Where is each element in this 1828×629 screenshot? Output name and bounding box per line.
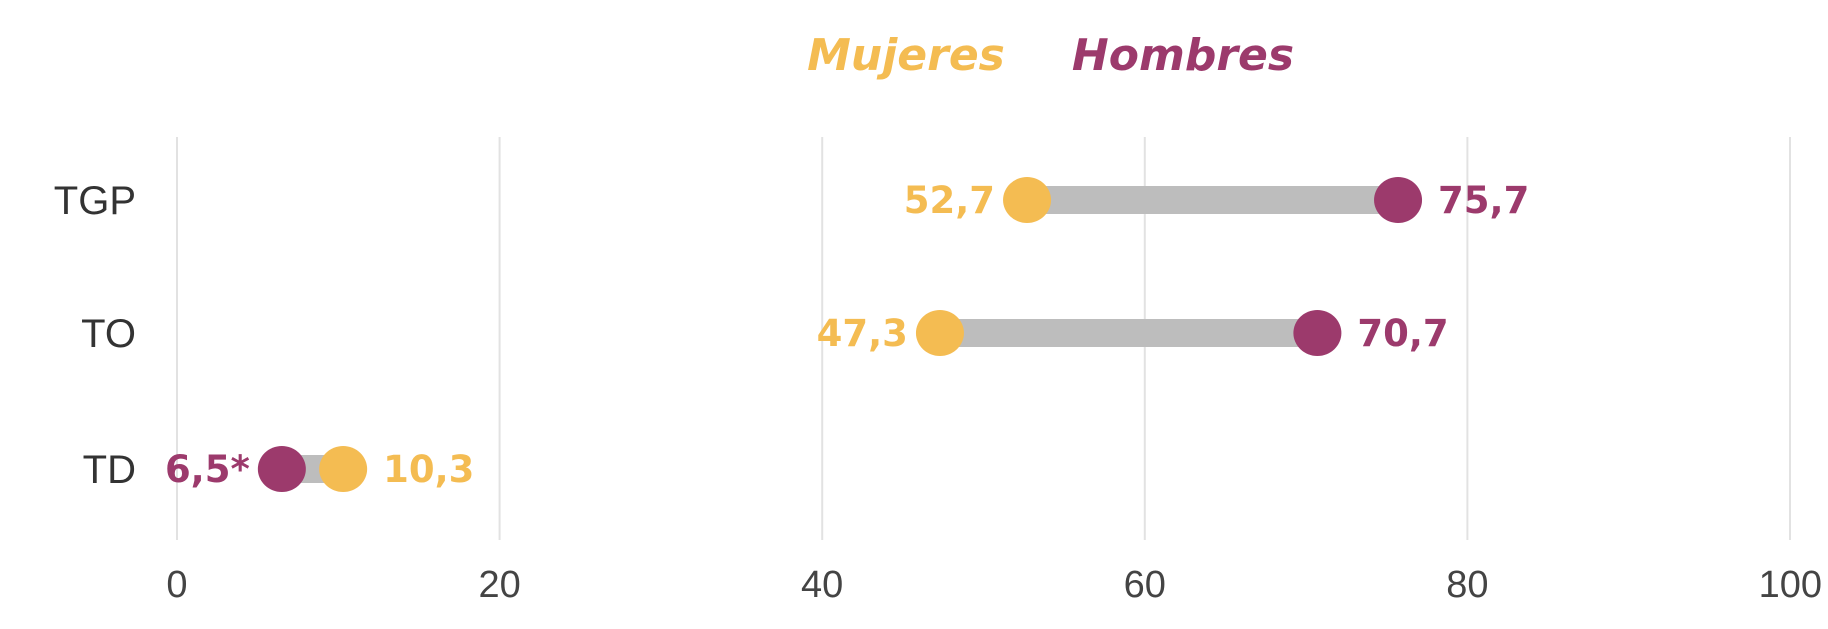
point-hombres-to (1293, 310, 1342, 356)
point-mujeres-to (915, 310, 964, 356)
value-label-hombres-td: 6,5* (165, 448, 250, 491)
category-label-td: TD (83, 448, 136, 492)
x-tick-label-80: 80 (1446, 564, 1488, 606)
legend-item-hombres: Hombres (1072, 30, 1294, 81)
x-tick-label-40: 40 (801, 564, 843, 606)
x-tick-label-20: 20 (478, 564, 520, 606)
value-labels: 52,7 75,7 47,3 70,7 6,5* 10,3 (165, 179, 1529, 491)
x-tick-label-0: 0 (166, 564, 187, 606)
value-label-hombres-tgp: 75,7 (1438, 179, 1529, 222)
category-label-tgp: TGP (54, 179, 136, 223)
value-label-mujeres-tgp: 52,7 (904, 179, 995, 222)
legend: Mujeres Hombres (807, 30, 1294, 81)
point-hombres-td (257, 446, 306, 492)
data-points (257, 177, 1423, 492)
point-hombres-tgp (1374, 177, 1423, 223)
point-mujeres-tgp (1003, 177, 1052, 223)
point-mujeres-td (319, 446, 368, 492)
x-tick-label-100: 100 (1759, 564, 1822, 606)
value-label-mujeres-to: 47,3 (817, 312, 908, 355)
legend-item-mujeres: Mujeres (807, 30, 1005, 81)
x-tick-label-60: 60 (1124, 564, 1166, 606)
value-label-mujeres-td: 10,3 (383, 448, 474, 491)
category-labels: TGP TO TD (54, 179, 136, 492)
value-label-hombres-to: 70,7 (1357, 312, 1448, 355)
category-label-to: TO (81, 312, 136, 356)
x-axis-ticks: 0 20 40 60 80 100 (166, 564, 1822, 606)
